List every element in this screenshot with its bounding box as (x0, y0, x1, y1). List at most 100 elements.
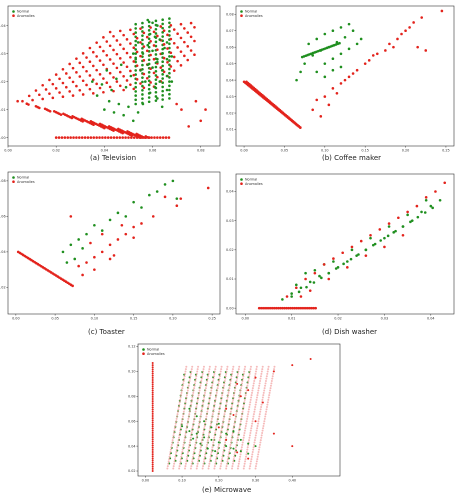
microwave-anomaly-point (229, 446, 232, 449)
television-normal-point (161, 98, 164, 101)
coffee-maker-xtick-label: 0.15 (361, 149, 369, 153)
television-normal-point (160, 105, 164, 109)
microwave-anomaly-point (254, 370, 257, 373)
toaster-anomalies-point (89, 241, 92, 245)
microwave-anomaly-point (217, 415, 220, 418)
toaster-anomalies-point (77, 264, 80, 268)
microwave-anomaly-point (211, 443, 214, 446)
television-anomaly-point (98, 59, 102, 62)
microwave-anomaly-point (250, 458, 253, 461)
microwave-anomaly-point (181, 417, 184, 420)
microwave-anomaly-point (261, 365, 264, 368)
microwave-anomaly-point (209, 391, 212, 394)
toaster-normal-point (171, 179, 175, 183)
microwave-anomaly-point (205, 446, 208, 449)
microwave-normal-point (232, 447, 235, 450)
coffee-maker-legend-marker (240, 10, 243, 13)
microwave-anomaly-point (188, 410, 191, 413)
television-anomaly-point (152, 57, 156, 61)
television-anomaly-point (41, 97, 44, 101)
television-anomaly-point (108, 58, 112, 61)
television-anomaly-point (183, 27, 186, 30)
microwave-anomaly-point (215, 427, 218, 430)
microwave-anomaly-point (257, 420, 260, 423)
television-normal-point (161, 22, 164, 26)
microwave-anomaly-point (264, 379, 267, 382)
microwave-anomaly-point (239, 422, 242, 425)
television-normal-point (154, 90, 158, 94)
television-anomaly-point (112, 48, 115, 52)
television-normal-point (161, 81, 164, 85)
microwave-anomaly-point (256, 424, 259, 427)
microwave-anomaly-point (217, 446, 220, 449)
microwave-anomaly-point (195, 406, 198, 409)
microwave-anomaly-point (260, 372, 263, 375)
coffee-maker-anomalies-point (392, 45, 395, 49)
microwave-anomaly-point (245, 450, 248, 453)
microwave-anomaly-point (190, 434, 193, 437)
dish-washer-anomalies-point (313, 271, 317, 275)
microwave-anomaly-point (151, 389, 154, 392)
coffee-maker-plot-frame (235, 5, 455, 147)
toaster-normal-point (81, 247, 84, 250)
microwave-anomaly-point (229, 382, 232, 385)
television-normal-point (147, 29, 151, 32)
television-normal-point (134, 31, 137, 34)
microwave-anomaly-point (212, 408, 215, 411)
microwave-anomaly-point (243, 465, 246, 468)
dish-washer-anomalies-point (434, 190, 437, 193)
microwave-anomaly-point (151, 457, 154, 460)
television-anomaly-point (112, 136, 116, 139)
microwave-anomaly-point (220, 368, 223, 371)
television-anomaly-point (139, 82, 142, 85)
television-anomaly-point (75, 71, 78, 74)
microwave-anomaly-point (170, 443, 173, 446)
television-anomaly-point (98, 73, 102, 76)
television-anomaly-point (142, 59, 146, 62)
microwave-anomaly-point (233, 420, 236, 423)
dish-washer-anomaly-point (277, 306, 280, 310)
microwave-anomaly-point (197, 396, 200, 399)
dish-washer-anomaly-point (271, 306, 275, 310)
microwave-anomaly-point (213, 403, 216, 406)
microwave-anomaly-point (245, 391, 248, 394)
microwave-anomaly-point (227, 391, 230, 394)
microwave-anomaly-point (151, 444, 154, 447)
dish-washer-anomalies-point (341, 251, 344, 255)
television-normal-point (117, 102, 121, 106)
television-anomaly-point (162, 70, 166, 74)
panel-dish-washer: 0.00 0.01 0.02 0.03 0.04 0.00 0.01 0.02 0.03 0.04… (226, 168, 460, 338)
television-normal-point (147, 96, 151, 99)
microwave-anomaly-point (207, 434, 210, 437)
microwave-anomaly-point (151, 440, 154, 443)
microwave-anomaly-point (231, 465, 234, 468)
microwave-anomaly-point (258, 415, 261, 418)
microwave-anomaly-point (221, 391, 224, 394)
toaster-xtick-label: 0.05 (51, 317, 59, 321)
microwave-anomaly-point (184, 368, 187, 371)
television-normal-point (165, 88, 169, 92)
television-anomaly-point (112, 76, 115, 79)
microwave-anomaly-point (248, 372, 251, 375)
television-anomaly-point (71, 80, 75, 84)
microwave-anomaly-point (242, 408, 245, 411)
microwave-anomaly-point (272, 372, 275, 375)
microwave-anomaly-point (232, 396, 235, 399)
microwave-anomaly-point (229, 410, 232, 413)
television-anomaly-point (108, 44, 112, 48)
microwave-anomaly-point (178, 401, 181, 404)
microwave-anomaly-point (264, 415, 267, 418)
dish-washer-anomaly-point (314, 306, 317, 310)
microwave-anomaly-point (193, 415, 196, 418)
microwave-anomaly-point (151, 427, 154, 430)
microwave-anomaly-point (201, 436, 204, 439)
microwave-anomaly-point (261, 398, 264, 401)
dish-washer-normal-point (410, 219, 414, 222)
coffee-maker-marks (242, 9, 444, 129)
coffee-maker-normal-point (315, 37, 319, 41)
television-normal-point (122, 113, 125, 117)
dish-washer-anomalies-point (415, 204, 419, 208)
television-normal-point (147, 41, 151, 45)
television-anomaly-point (121, 136, 124, 139)
microwave-anomaly-point (219, 401, 222, 404)
